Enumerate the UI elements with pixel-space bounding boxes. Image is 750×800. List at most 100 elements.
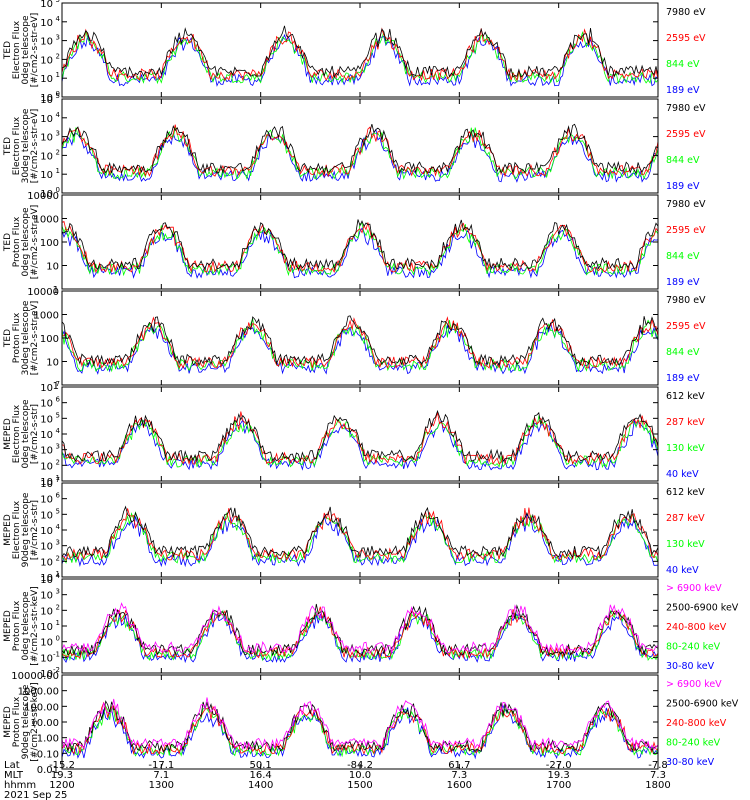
y-tick-label: 10 [40, 430, 53, 441]
y-tick-exponent: 2 [56, 148, 60, 156]
y-axis-label: Proton Flux [12, 216, 22, 267]
legend-entry: 612 keV [666, 487, 705, 498]
panel-8: 0.01 0.10 1.00 10.00 100.00 1000.00 10000.00 ME… [3, 671, 739, 776]
y-tick-exponent: 3 [56, 443, 60, 451]
y-tick-exponent: 6 [56, 396, 61, 404]
x-tick-label-hhmm: 1500 [347, 780, 372, 791]
legend-entry: 30-80 keV [666, 661, 715, 672]
y-axis-label: 90deg telescope [21, 492, 31, 567]
y-tick-label: 100.00 [24, 702, 59, 713]
series-line-2-1 [61, 123, 659, 175]
legend-entry: 287 keV [666, 417, 705, 428]
legend-entry: 2595 eV [666, 129, 706, 140]
y-tick-exponent: 1 [56, 167, 60, 175]
y-tick-label: 0.01 [37, 765, 59, 776]
y-tick-label: 10 [40, 170, 53, 181]
x-tick-label-mlt: 19.3 [51, 770, 73, 781]
legend-entry: 189 eV [666, 85, 700, 96]
y-tick-label: 100 [40, 238, 59, 249]
panel-3-frame [61, 194, 659, 290]
x-tick-label-mlt: 7.3 [451, 770, 467, 781]
y-tick-label: 10 [40, 461, 53, 472]
y-tick-label: 10 [40, 606, 53, 617]
series-line-1-3 [61, 30, 659, 85]
y-tick-label: 10 [40, 591, 53, 602]
y-tick-label: 10 [40, 0, 53, 10]
y-axis-label: TED [3, 41, 13, 60]
x-tick-label-lat: 50.1 [250, 760, 272, 771]
panel-4-traces [61, 315, 659, 375]
x-tick-label-mlt: 19.3 [548, 770, 570, 781]
legend-entry: 844 eV [666, 251, 700, 262]
legend-entry: 7980 eV [666, 199, 706, 210]
y-tick-label: 10 [40, 477, 53, 488]
y-axis-label: 30deg telescope [21, 300, 31, 375]
y-axis-label: Electron Flux [12, 500, 22, 559]
panel-4-frame [61, 290, 659, 386]
legend-entry: 2595 eV [666, 321, 706, 332]
y-tick-exponent: 2 [56, 458, 60, 466]
y-tick-label: 10 [40, 74, 53, 85]
y-tick-label: 10 [40, 414, 53, 425]
series-line-2-2 [61, 124, 659, 178]
x-tick-label-hhmm: 1400 [248, 780, 273, 791]
y-tick-exponent: 4 [56, 572, 61, 580]
series-line-4-2 [61, 316, 659, 369]
y-tick-label: 10 [40, 133, 53, 144]
legend-entry: 7980 eV [666, 103, 706, 114]
legend-entry: 7980 eV [666, 7, 706, 18]
legend-entry: 189 eV [666, 181, 700, 192]
y-tick-exponent: 7 [56, 380, 60, 388]
series-line-1-4 [61, 33, 659, 87]
y-tick-exponent: 1 [56, 474, 60, 482]
legend-entry: 40 keV [666, 565, 699, 576]
y-tick-label: 10.00 [30, 718, 59, 729]
legend-entry: 2500-6900 keV [666, 699, 739, 710]
y-tick-label: 10 [40, 383, 53, 394]
y-tick-exponent: 3 [56, 130, 60, 138]
y-axis-label: [#/cm2-s-str-eV] [30, 205, 40, 280]
legend-entry: 287 keV [666, 513, 705, 524]
y-tick-exponent: -1 [53, 650, 60, 658]
y-tick-exponent: 1 [56, 570, 60, 578]
y-tick-exponent: -2 [53, 666, 60, 674]
series-line-3-2 [61, 220, 659, 274]
legend-entry: 240-800 keV [666, 718, 727, 729]
series-line-6-1 [61, 505, 659, 559]
y-axis-label: [#/cm2-s-str-eV] [30, 13, 40, 88]
y-axis-label: MEPED [3, 706, 13, 738]
legend-entry: 612 keV [666, 391, 705, 402]
panel-8-traces [61, 697, 659, 760]
series-line-8-1 [61, 697, 659, 751]
panel-5-traces [61, 409, 659, 471]
y-axis-label: Proton Flux [12, 696, 22, 747]
series-line-7-5 [61, 611, 659, 664]
y-axis-label: [#/cm2-s-str] [30, 404, 40, 464]
y-tick-label: 0.10 [37, 749, 59, 760]
y-axis-label: 0deg telescope [21, 207, 31, 277]
y-tick-exponent: 5 [56, 411, 60, 419]
y-axis-label: 0deg telescope [21, 591, 31, 661]
x-tick-label-lat: -17.1 [148, 760, 174, 771]
y-tick-label: 10 [40, 653, 53, 664]
y-tick-exponent: 4 [56, 427, 61, 435]
panel-6-frame [61, 482, 659, 578]
y-tick-label: 10 [40, 542, 53, 553]
legend-entry: 844 eV [666, 347, 700, 358]
series-line-4-4 [61, 322, 659, 375]
x-row-label-mlt: MLT [4, 770, 24, 781]
series-line-5-4 [61, 418, 659, 471]
y-tick-exponent: 5 [56, 507, 60, 515]
y-axis-label: [#/cm2-s-str-keV] [30, 682, 40, 761]
legend-entry: 30-80 keV [666, 757, 715, 768]
y-tick-exponent: 4 [56, 111, 61, 119]
y-axis-label: MEPED [3, 514, 13, 546]
legend-entry: 7980 eV [666, 295, 706, 306]
y-tick-label: 10 [40, 114, 53, 125]
y-tick-exponent: 0 [56, 635, 60, 643]
y-tick-label: 10 [40, 557, 53, 568]
y-tick-label: 10000 [27, 191, 59, 202]
legend-entry: 2595 eV [666, 225, 706, 236]
y-tick-exponent: 1 [56, 619, 60, 627]
